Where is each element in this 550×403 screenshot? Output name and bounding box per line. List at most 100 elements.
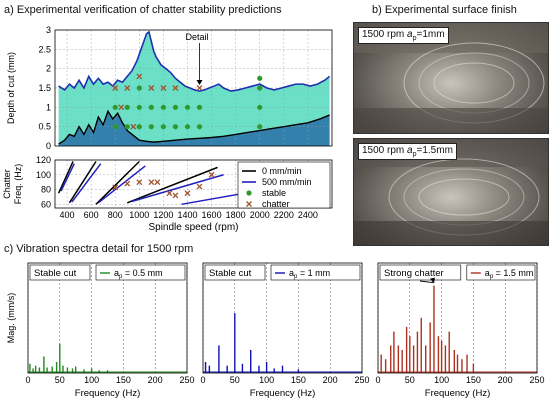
spectrum-x-axis-label: Frequency (Hz) [425,388,490,399]
photo-label-1: 1500 rpm ap=1mm [358,27,449,44]
spectrum-x-tick-label: 150 [466,375,481,385]
y-axis-label: Depth of cut (mm) [6,52,16,124]
freq-y-axis-label: Chatter [2,169,12,199]
x-axis-label: Spindle speed (rpm) [148,222,238,233]
y-tick-label: 1.5 [38,83,51,93]
legend-label: 500 mm/min [262,177,312,187]
chatter-point [124,85,131,91]
x-tick-label: 800 [108,210,123,220]
spectrum-x-tick-label: 150 [116,375,131,385]
legend-label: chatter [262,199,290,209]
spectrum-legend-label: ap = 0.5 mm [114,268,163,280]
spectra-chart: Stable cut ap = 0.5 mm 0 50 100 150 200 250 Freq… [6,262,545,399]
chatter-point [112,85,119,91]
spectrum-x-axis-label: Frequency (Hz) [250,388,315,399]
spectrum-legend-box [270,264,361,281]
stable-point [124,124,130,130]
spectrum-x-tick-label: 200 [498,375,513,385]
spectrum-box-label: Stable cut [209,268,252,279]
stable-point [160,124,166,130]
spectrum-x-tick-label: 50 [405,375,415,385]
spectrum-legend-label: ap = 1 mm [289,268,330,280]
freq-line-500mm [71,163,102,203]
spectrum-frame [377,262,538,374]
y-tick-label: 0 [46,141,51,151]
stable-point [196,124,203,130]
stable-point [184,104,191,110]
freq-chart-frame [54,159,333,209]
panel-a-title: a) Experimental verification of chatter … [4,4,282,16]
freq-chatter-point [166,190,173,197]
stable-point [257,124,263,130]
legend-stable-marker [246,190,252,196]
freq-chatter-point [184,190,191,197]
freq-line-0mm [68,161,97,204]
spectrum-x-tick-label: 50 [230,375,240,385]
y-tick-label: 2.5 [38,44,51,54]
spectrum-x-tick-label: 150 [291,375,306,385]
stable-point [112,104,118,110]
y-tick-label: 2 [46,64,51,74]
stable-point [172,104,179,110]
chatter-point [148,85,155,91]
freq-y-tick-label: 60 [41,199,51,209]
spectrum-box-label: Strong chatter [384,268,444,279]
chatter-point [136,73,143,80]
freq-y-tick-label: 120 [36,155,51,165]
legend-box [237,161,331,209]
stable-point [184,124,191,130]
chatter-peak-arrow-line [419,280,434,284]
freq-chatter-point [124,180,131,187]
y-tick-label: 3 [46,25,51,35]
spectrum-x-tick-label: 250 [354,375,369,385]
surface-photo-1mm: 1500 rpm ap=1mm [353,22,549,134]
panel-c-title: c) Vibration spectra detail for 1500 rpm [4,243,194,255]
chatter-peak-arrow-head [429,277,435,284]
spectrum-x-tick-label: 250 [529,375,544,385]
chatter-point [118,104,125,111]
stable-point [148,124,154,130]
x-tick-label: 1000 [129,210,149,220]
freq-y-tick-label: 100 [36,170,51,180]
chatter-point [196,85,203,91]
spectrum-box-label: Stable cut [34,268,77,279]
x-tick-label: 1200 [153,210,173,220]
x-tick-label: 2400 [298,210,318,220]
x-tick-label: 600 [84,210,99,220]
panel-b-title: b) Experimental surface finish [372,4,517,16]
spectrum-frame [202,262,363,374]
freq-chatter-point [148,179,155,186]
freq-line-500mm [60,163,75,192]
spectrum-x-tick-label: 200 [323,375,338,385]
detail-arrow-head [196,80,203,85]
stable-point [148,104,154,110]
spectrum-legend-box [95,264,186,281]
freq-line-0mm [57,161,74,194]
spectrum-box-label-bg [204,264,266,281]
freq-line-0mm [126,166,218,204]
legend-chatter-marker [246,201,252,207]
stable-point [257,104,263,110]
stable-point [172,124,179,130]
stable-point [160,104,166,110]
stable-point [257,85,263,91]
lower-stable-region [58,111,330,146]
chatter-point [172,85,179,91]
spectrum-x-tick-label: 100 [84,375,99,385]
legend-label: stable [262,188,286,198]
x-tick-label: 1800 [226,210,246,220]
spectrum-x-axis-label: Frequency (Hz) [75,388,140,399]
x-tick-label: 2000 [250,210,270,220]
spectrum-x-tick-label: 250 [179,375,194,385]
freq-chatter-point [136,179,143,186]
freq-line-500mm [97,165,146,204]
stable-point [136,124,142,130]
y-tick-label: 0.5 [38,122,51,132]
stable-region [58,31,330,146]
spectrum-x-tick-label: 100 [259,375,274,385]
spectrum-x-tick-label: 100 [434,375,449,385]
freq-line-0mm [95,160,140,205]
stable-point [257,75,263,81]
freq-chatter-point [112,184,119,191]
freq-line-500mm [131,174,224,203]
